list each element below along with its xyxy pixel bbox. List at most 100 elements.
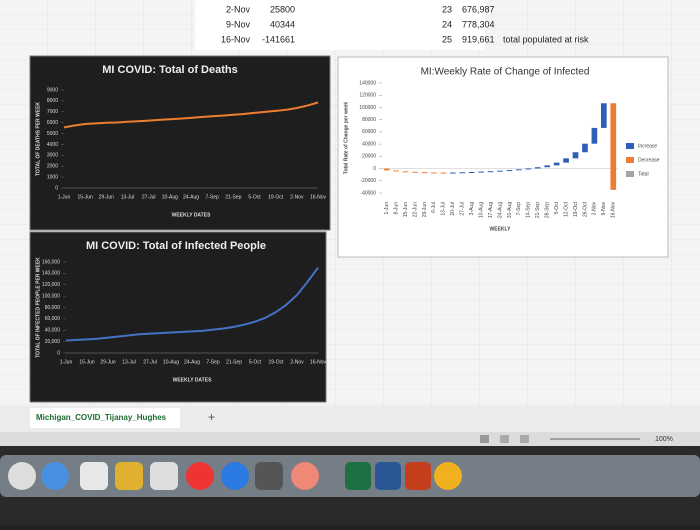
y-tick-label: 20000 [362,154,376,160]
x-tick-label: 5-Oct [249,359,262,365]
y-tick-label: 60000 [362,129,376,135]
y-tick-label: 6000 [47,120,58,126]
bar [544,165,551,168]
y-tick-label: 80,000 [45,305,61,311]
x-tick-label: 27-Jul [142,194,156,200]
x-tick-label: 13-Jul [121,194,135,200]
finder-icon[interactable] [8,462,36,490]
x-tick-label: 24-Aug [497,202,503,218]
infected-chart-bg [29,231,327,403]
cell: 23 [442,4,452,14]
cell: 2-Nov [226,4,251,14]
photos-icon[interactable] [291,462,319,490]
y-tick-label: 40000 [362,141,376,147]
y-tick-label: 0 [55,185,58,191]
bar [553,162,560,166]
x-tick-label: 15-Jun [403,202,409,218]
cell: 25800 [270,4,295,14]
y-tick-label: -40000 [360,190,376,196]
chart-title: MI:Weekly Rate of Change of Infected [421,67,590,78]
x-tick-label: 10-Aug [478,202,484,218]
zoom-level: 100% [655,436,673,443]
y-tick-label: 0 [373,166,376,172]
y-axis-title: TOTAL OF DEATHS PER WEEK [35,102,41,176]
x-tick-label: 19-Oct [268,359,284,365]
bar [525,168,532,170]
y-tick-label: 160,000 [42,259,60,265]
y-tick-label: 140,000 [42,271,60,277]
x-tick-label: 12-Oct [563,201,569,217]
add-sheet[interactable]: + [208,410,215,424]
bar [440,172,447,174]
x-axis-title: WEEKLY DATES [172,212,211,218]
bar [383,168,390,171]
word-icon[interactable] [375,462,401,490]
x-axis-title: WEEKLY [490,226,512,232]
legend-swatch [626,171,634,177]
y-tick-label: 4000 [47,142,58,148]
x-tick-label: 15-Jun [78,194,94,200]
cell: 24 [442,19,452,29]
x-tick-label: 2-Nov [290,359,304,365]
cell: 919,661 [462,34,495,44]
legend-label: Total [638,171,649,177]
y-tick-label: 80000 [362,117,376,123]
music-icon[interactable] [186,462,214,490]
view-layout[interactable] [500,435,509,443]
y-tick-label: 1000 [47,174,58,180]
cell: 16-Nov [221,34,251,44]
bar [516,169,522,171]
x-tick-label: 1-Jun [384,202,390,215]
y-tick-label: 100000 [359,105,376,111]
bar [487,171,494,173]
x-tick-label: 7-Sep [205,194,219,200]
y-tick-label: 8000 [47,98,58,104]
x-tick-label: 22-Jun [412,202,418,218]
x-tick-label: 15-Jun [79,359,95,365]
x-tick-label: 21-Sep [225,194,241,200]
cell: -141661 [262,34,295,44]
bar [610,103,617,190]
x-tick-label: 17-Aug [488,202,494,218]
x-tick-label: 10-Aug [162,194,178,200]
settings-icon[interactable] [255,462,283,490]
bar [459,172,466,174]
view-break[interactable] [520,435,529,443]
powerpoint-icon[interactable] [405,462,431,490]
sheet-tab-label[interactable]: Michigan_COVID_Tijanay_Hughes [36,413,167,422]
cell: 676,987 [462,4,495,14]
x-tick-label: 20-Jul [450,202,456,216]
bar [393,170,399,172]
calendar-icon[interactable] [150,462,178,490]
x-tick-label: 16-Nov [310,359,327,365]
x-tick-label: 14-Sep [526,202,532,218]
appstore-icon[interactable] [221,462,249,490]
view-normal[interactable] [480,435,489,443]
x-tick-label: 19-Oct [573,201,579,217]
y-axis-title: Total Rate of Change per week [343,102,349,175]
y-tick-label: 120,000 [42,282,60,288]
mail-icon[interactable] [80,462,108,490]
chrome-icon[interactable] [434,462,462,490]
data-line [65,267,319,342]
x-tick-label: 16-Nov [310,194,327,200]
x-tick-label: 27-Jul [143,359,157,365]
x-tick-label: 29-Jun [99,194,115,200]
bar [421,172,428,174]
bar [449,172,456,174]
legend-swatch [626,157,634,163]
bar [431,172,437,174]
sheet-tab[interactable] [30,408,180,428]
excel-icon[interactable] [345,462,371,490]
cell: 40344 [270,19,295,29]
notes-icon[interactable] [115,462,143,490]
dock-icons [8,462,462,490]
bar [402,171,409,173]
legend-swatch [626,143,634,149]
y-tick-label: 20,000 [45,339,61,345]
bar [601,103,607,128]
y-tick-label: 60,000 [45,316,61,322]
x-tick-label: 1-Jun [58,194,71,200]
safari-icon[interactable] [41,462,69,490]
